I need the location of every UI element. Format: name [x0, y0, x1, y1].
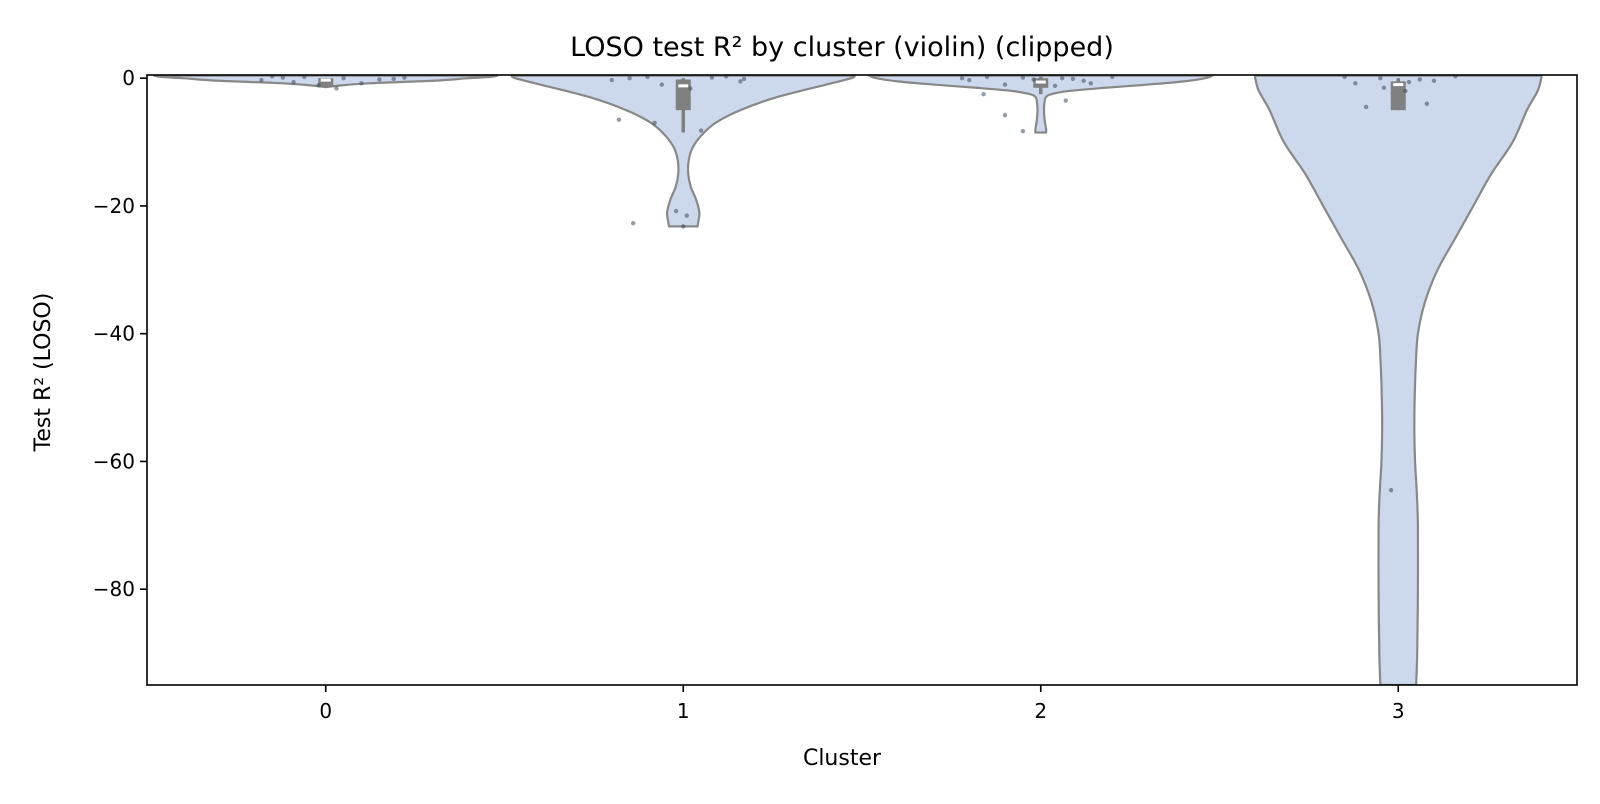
data-point — [1060, 75, 1065, 81]
data-point — [684, 213, 690, 218]
x-tick-label: 1 — [677, 699, 690, 723]
data-point — [1063, 98, 1068, 103]
violin-body — [510, 75, 856, 228]
data-point — [738, 79, 743, 84]
data-point — [1417, 77, 1422, 82]
data-point — [1052, 83, 1058, 89]
data-point — [959, 75, 965, 81]
data-point — [341, 75, 346, 81]
data-point — [723, 75, 729, 79]
data-point — [1110, 75, 1115, 80]
violin-iqr-box — [318, 78, 334, 88]
data-point — [291, 79, 296, 85]
data-point — [1081, 78, 1086, 83]
data-point — [709, 75, 715, 80]
y-tick-label: −60 — [93, 449, 135, 473]
data-point — [280, 75, 286, 80]
x-tick-label: 2 — [1034, 699, 1047, 723]
violin-iqr-box — [1390, 81, 1406, 111]
data-point — [688, 86, 693, 91]
x-tick-label: 3 — [1392, 699, 1405, 723]
data-point — [259, 77, 264, 83]
data-point — [334, 86, 339, 91]
data-point — [984, 75, 990, 80]
chart-title: LOSO test R² by cluster (violin) (clippe… — [570, 32, 1114, 63]
plot-area — [153, 75, 1543, 685]
data-point — [659, 82, 664, 87]
y-tick-label: −20 — [93, 194, 135, 218]
y-tick-label: −80 — [93, 577, 135, 601]
violin-median — [320, 78, 331, 82]
data-point — [741, 76, 747, 82]
data-point — [1088, 81, 1094, 86]
axes: 0 −20 −40 −60 −80 0 1 2 3 — [93, 66, 1578, 723]
data-point — [269, 75, 275, 79]
data-point — [1070, 76, 1076, 82]
data-point — [616, 117, 622, 122]
data-point — [1353, 81, 1358, 86]
data-point — [1342, 75, 1347, 80]
data-point — [681, 224, 686, 229]
data-point — [627, 75, 632, 81]
violin-iqr-box — [675, 79, 691, 111]
data-point — [1378, 75, 1383, 81]
data-point — [1031, 77, 1036, 82]
data-point — [1403, 88, 1408, 94]
data-point — [673, 208, 679, 214]
data-point — [1406, 79, 1412, 85]
plot-frame — [146, 74, 1578, 686]
data-point — [1002, 82, 1008, 87]
violin-median — [678, 84, 689, 88]
violin-median — [1393, 83, 1404, 87]
data-point — [302, 75, 307, 80]
data-point — [1002, 113, 1008, 118]
data-point — [1020, 75, 1026, 80]
data-point — [1381, 85, 1387, 90]
y-tick-label: 0 — [122, 66, 135, 90]
violin-cluster-2 — [868, 75, 1214, 134]
y-tick-label: −40 — [93, 322, 135, 346]
violin-cluster-0 — [153, 75, 499, 91]
violin-median — [1035, 80, 1046, 84]
violin-body — [868, 75, 1214, 134]
violin-body — [1253, 75, 1543, 685]
data-point — [698, 128, 704, 133]
data-point — [1020, 129, 1026, 134]
data-point — [1431, 78, 1437, 83]
data-point — [1388, 487, 1394, 493]
data-point — [316, 83, 321, 88]
data-point — [652, 120, 657, 126]
data-point — [967, 77, 972, 83]
y-axis-label: Test R² (LOSO) — [31, 293, 56, 453]
violin-cluster-1 — [510, 75, 856, 229]
data-point — [377, 77, 382, 82]
x-tick-label: 0 — [319, 699, 332, 723]
data-point — [981, 91, 986, 97]
violin-cluster-3 — [1253, 75, 1543, 685]
data-point — [1453, 75, 1458, 79]
data-point — [359, 81, 364, 86]
data-point — [1363, 104, 1369, 110]
x-axis-label: Cluster — [803, 746, 882, 771]
data-point — [645, 75, 650, 80]
data-point — [609, 77, 614, 83]
data-point — [1424, 101, 1430, 106]
data-point — [391, 76, 396, 82]
data-point — [402, 75, 407, 80]
data-point — [631, 220, 636, 226]
